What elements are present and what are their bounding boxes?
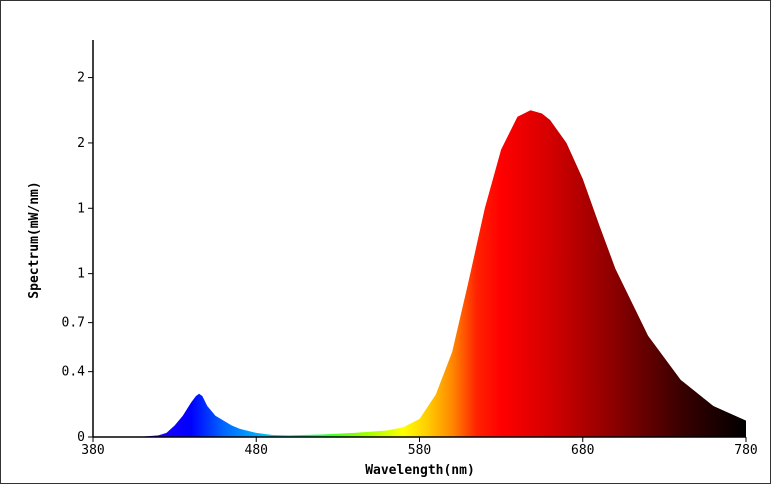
x-tick-label: 480 (245, 443, 268, 458)
x-ticks: 380 480 580 680 780 (81, 437, 758, 458)
x-tick-label: 780 (734, 443, 757, 458)
y-axis-label: Spectrum(mW/nm) (27, 181, 42, 298)
y-ticks: 0 0.4 0.7 1 1 2 2 (62, 71, 93, 445)
y-tick-label: 0.4 (62, 365, 86, 380)
spectrum-area (93, 110, 746, 437)
x-axis-label: Wavelength(nm) (365, 463, 475, 478)
y-tick-label: 1 (77, 201, 85, 216)
x-tick-label: 580 (408, 443, 431, 458)
y-tick-label: 0 (77, 430, 85, 445)
y-tick-label: 1 (77, 267, 85, 282)
y-tick-label: 0.7 (62, 316, 85, 331)
y-tick-label: 2 (77, 136, 85, 151)
x-tick-label: 680 (571, 443, 594, 458)
x-tick-label: 380 (81, 443, 104, 458)
y-tick-label: 2 (77, 71, 85, 86)
